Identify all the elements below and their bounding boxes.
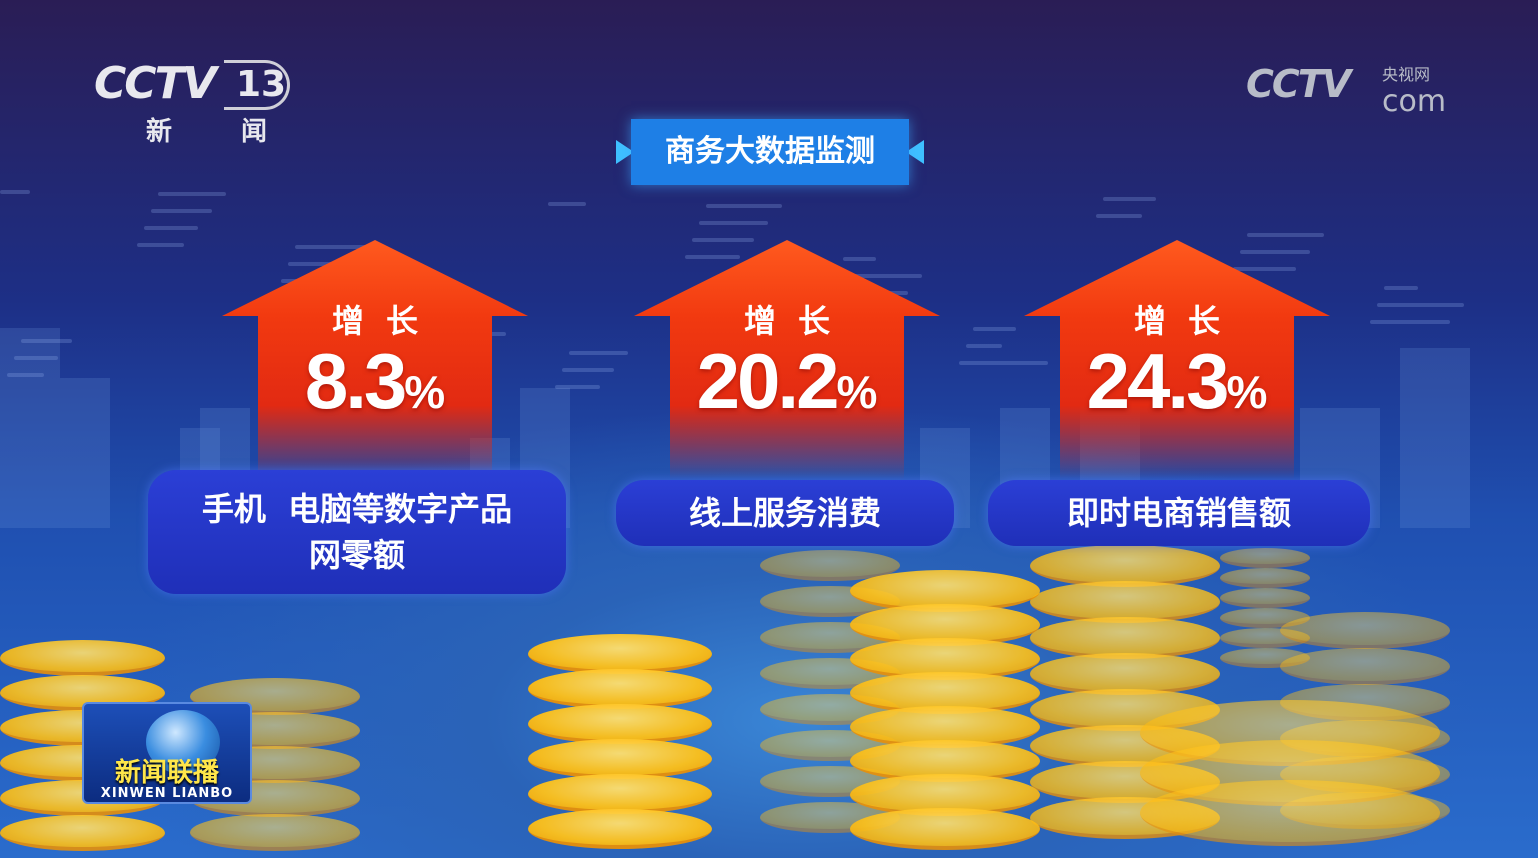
- light-streak: [843, 257, 876, 261]
- gold-coin: [1220, 588, 1310, 608]
- category-label: 即时电商销售额: [988, 480, 1370, 546]
- light-streak: [1233, 267, 1296, 271]
- gold-coin: [528, 704, 712, 744]
- light-streak: [706, 204, 782, 208]
- channel-number: 13: [224, 60, 290, 110]
- light-streak: [1370, 320, 1450, 324]
- light-streak: [569, 351, 628, 355]
- building-silhouette: [1400, 348, 1470, 528]
- category-line: 手机 电脑等数字产品: [201, 490, 513, 528]
- category-label: 手机 电脑等数字产品 网零额: [148, 470, 566, 594]
- building-silhouette: [0, 328, 60, 528]
- cctv13-logo: CCTV 13 新 闻: [94, 58, 297, 148]
- growth-label: 增长: [743, 302, 852, 340]
- light-streak: [973, 327, 1016, 331]
- category-line: 即时电商销售额: [1066, 494, 1291, 532]
- cctv-com-logo: CCTV 央视网 com: [1246, 62, 1446, 119]
- light-streak: [1377, 303, 1464, 307]
- gold-coin: [528, 774, 712, 814]
- growth-label: 增长: [1133, 302, 1242, 340]
- light-streak: [151, 209, 212, 213]
- gold-coin: [1220, 568, 1310, 588]
- light-streak: [14, 356, 58, 360]
- site-com: com: [1382, 84, 1447, 119]
- light-streak: [836, 274, 922, 278]
- program-name-en: XINWEN LIANBO: [100, 786, 234, 801]
- site-cn: 央视网: [1382, 65, 1431, 84]
- gold-coin: [1280, 612, 1450, 649]
- gold-coin: [1030, 581, 1220, 623]
- growth-label: 增长: [331, 302, 440, 340]
- gold-coin: [190, 814, 360, 851]
- light-streak: [1096, 214, 1142, 218]
- title-left-arrow-icon: [616, 140, 634, 164]
- growth-number: 20.2: [696, 337, 840, 425]
- light-streak: [1103, 197, 1156, 201]
- program-name-cn: 新闻联播: [114, 758, 219, 788]
- growth-value: 8.3%: [222, 336, 528, 427]
- growth-arrow: 增长 24.3%: [1024, 240, 1330, 480]
- growth-number: 8.3: [304, 337, 407, 425]
- light-streak: [0, 190, 30, 194]
- gold-coin: [528, 809, 712, 849]
- gold-coin: [0, 815, 165, 851]
- light-streak: [562, 368, 614, 372]
- growth-unit: %: [1226, 366, 1268, 418]
- arrow-shaft: [258, 314, 492, 480]
- gold-coin: [850, 808, 1040, 850]
- gold-coin: [1280, 648, 1450, 685]
- globe-icon: [146, 710, 220, 774]
- light-streak: [966, 344, 1002, 348]
- growth-value: 24.3%: [1024, 336, 1330, 427]
- growth-unit: %: [836, 366, 878, 418]
- light-streak: [1247, 233, 1324, 237]
- growth-arrow: 增长 8.3%: [222, 240, 528, 480]
- gold-coin: [528, 669, 712, 709]
- light-streak: [555, 385, 600, 389]
- gold-coin: [528, 739, 712, 779]
- light-streak: [959, 361, 1048, 365]
- light-streak: [137, 243, 184, 247]
- title-right-arrow-icon: [906, 140, 924, 164]
- light-streak: [7, 373, 44, 377]
- light-streak: [295, 245, 380, 249]
- gold-coin: [1220, 548, 1310, 568]
- growth-unit: %: [404, 366, 446, 418]
- category-label: 线上服务消费: [616, 480, 954, 546]
- growth-number: 24.3: [1086, 337, 1230, 425]
- light-streak: [548, 202, 586, 206]
- growth-arrow: 增长 20.2%: [634, 240, 940, 480]
- category-line: 网零额: [308, 536, 405, 574]
- building-silhouette: [60, 378, 110, 528]
- light-streak: [1384, 286, 1418, 290]
- gold-coin: [528, 634, 712, 674]
- light-streak: [699, 221, 768, 225]
- page-title: 商务大数据监测: [631, 119, 909, 185]
- light-streak: [21, 339, 72, 343]
- xinwen-lianbo-logo: 新闻联播 XINWEN LIANBO: [82, 702, 252, 804]
- category-line: 线上服务消费: [688, 494, 881, 532]
- gold-coin: [1140, 780, 1440, 846]
- light-streak: [692, 238, 754, 242]
- site-brand: CCTV: [1246, 62, 1351, 106]
- gold-coin: [0, 640, 165, 676]
- channel-subtitle: 新 闻: [146, 117, 298, 147]
- light-streak: [144, 226, 198, 230]
- growth-value: 20.2%: [634, 336, 940, 427]
- light-streak: [1240, 250, 1310, 254]
- arrow-shaft: [670, 314, 904, 480]
- cctv13-brand: CCTV: [94, 58, 217, 109]
- arrow-shaft: [1060, 314, 1294, 480]
- light-streak: [158, 192, 226, 196]
- light-streak: [685, 255, 740, 259]
